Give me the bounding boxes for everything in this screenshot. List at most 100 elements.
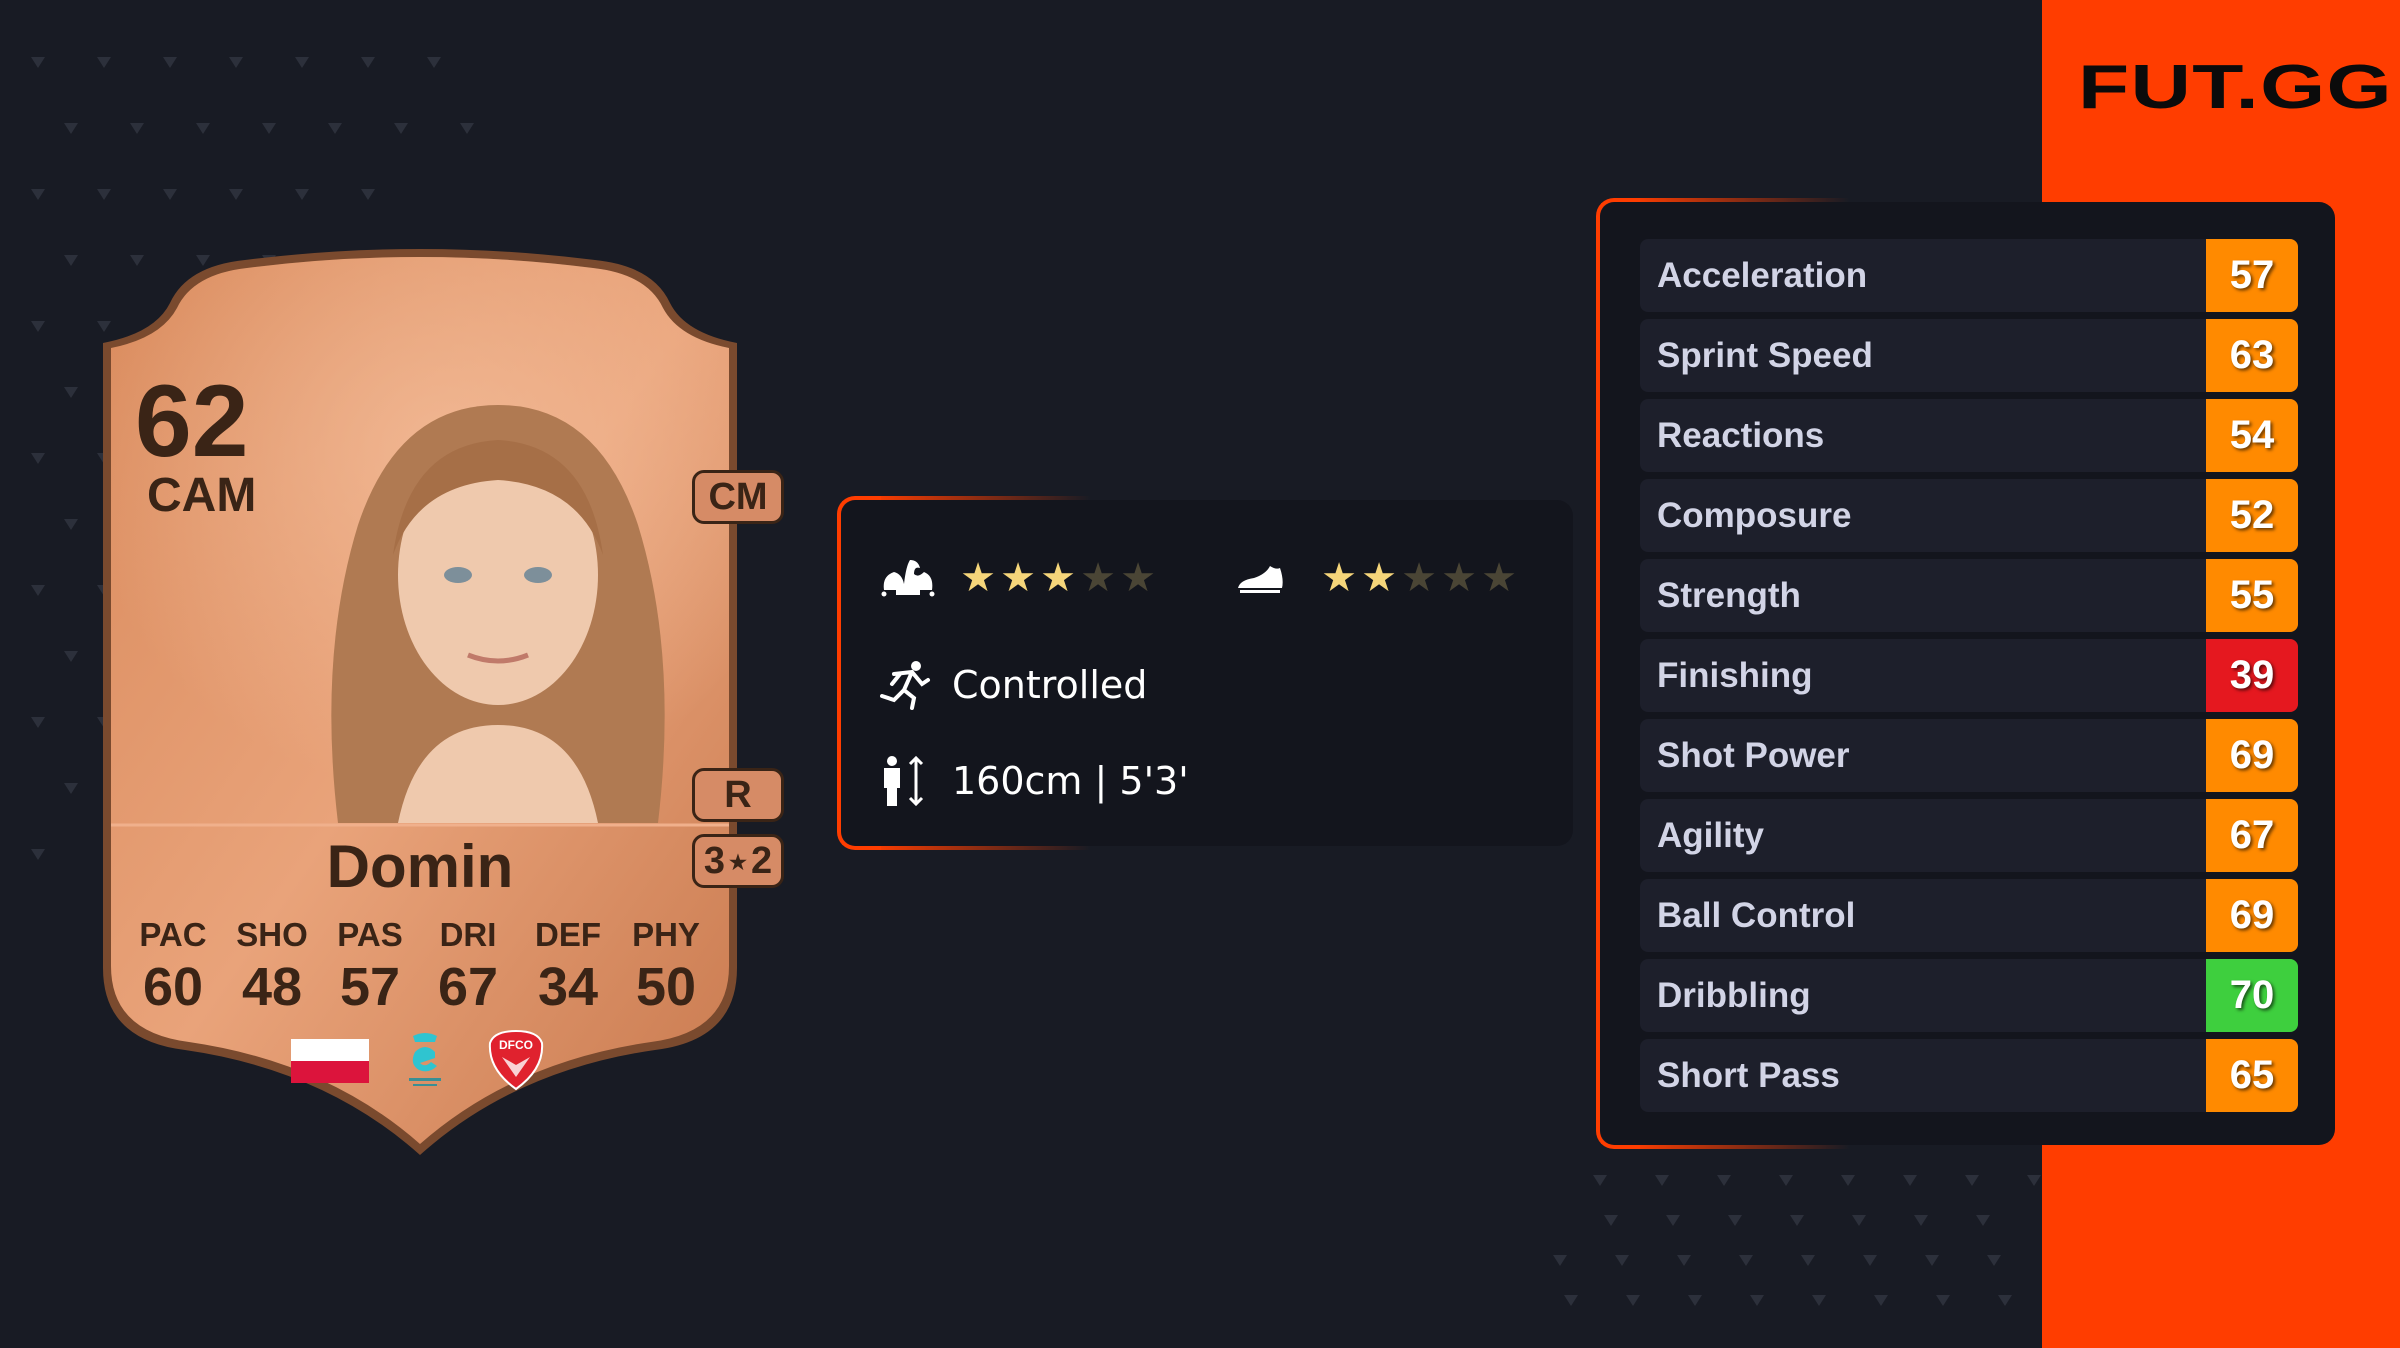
pattern-triangle bbox=[1987, 1255, 2001, 1266]
attribute-def: DEF 34 bbox=[518, 916, 618, 1018]
weak-foot-star-empty-icon: ★ bbox=[1481, 555, 1517, 601]
pattern-triangle bbox=[1976, 1215, 1990, 1226]
attribute-label: SHO bbox=[236, 916, 308, 953]
pattern-triangle bbox=[1965, 1175, 1979, 1186]
stat-row-finishing: Finishing 39 bbox=[1640, 639, 2298, 712]
attribute-label: PAS bbox=[337, 916, 403, 953]
attribute-sho: SHO 48 bbox=[222, 916, 322, 1018]
pattern-triangle bbox=[1626, 1295, 1640, 1306]
pattern-triangle bbox=[31, 453, 45, 464]
pattern-triangle bbox=[64, 651, 78, 662]
pattern-triangle bbox=[196, 255, 210, 266]
pattern-triangle bbox=[97, 321, 111, 332]
attribute-label: DEF bbox=[535, 916, 601, 953]
stat-value: 57 bbox=[2206, 239, 2298, 312]
stat-row-agility: Agility 67 bbox=[1640, 799, 2298, 872]
stat-value: 65 bbox=[2206, 1039, 2298, 1112]
stat-value: 54 bbox=[2206, 399, 2298, 472]
accelerate-type: Controlled bbox=[952, 663, 1148, 707]
weak-foot-star-filled-icon: ★ bbox=[1321, 555, 1357, 601]
pattern-triangle bbox=[1615, 1255, 1629, 1266]
stat-row-dribbling: Dribbling 70 bbox=[1640, 959, 2298, 1032]
stat-value: 39 bbox=[2206, 639, 2298, 712]
pattern-triangle bbox=[1655, 1175, 1669, 1186]
club-crest-icon[interactable]: DFCO bbox=[488, 1029, 544, 1091]
stat-label: Finishing bbox=[1657, 656, 1813, 695]
pattern-triangle bbox=[1874, 1295, 1888, 1306]
attribute-phy: PHY 50 bbox=[616, 916, 716, 1018]
svg-text:DFCO: DFCO bbox=[499, 1038, 533, 1052]
attribute-value: 34 bbox=[537, 957, 599, 1017]
card-position: CAM bbox=[147, 469, 257, 522]
pattern-triangle bbox=[262, 123, 276, 134]
pattern-triangle bbox=[64, 123, 78, 134]
pattern-triangle bbox=[64, 255, 78, 266]
stat-value: 67 bbox=[2206, 799, 2298, 872]
stat-row-short-pass: Short Pass 65 bbox=[1640, 1039, 2298, 1112]
attribute-label: PAC bbox=[139, 916, 207, 953]
pattern-triangle bbox=[1903, 1175, 1917, 1186]
pattern-triangle bbox=[229, 189, 243, 200]
weak-foot-star-filled-icon: ★ bbox=[1361, 555, 1397, 601]
stat-label: Reactions bbox=[1657, 416, 1825, 455]
weak-foot-row: ★ ★ ★ ★ ★ bbox=[1236, 558, 1519, 598]
attribute-value: 67 bbox=[437, 957, 499, 1017]
pattern-triangle bbox=[1790, 1215, 1804, 1226]
pattern-triangle bbox=[295, 57, 309, 68]
pattern-triangle bbox=[1728, 1215, 1742, 1226]
pattern-triangle bbox=[1677, 1255, 1691, 1266]
fut-gg-logo[interactable]: FUT.GG bbox=[2078, 53, 2393, 122]
pattern-triangle bbox=[460, 123, 474, 134]
pattern-triangle bbox=[1604, 1215, 1618, 1226]
skill-moves-row: ★ ★ ★ ★ ★ bbox=[880, 558, 1158, 598]
attribute-label: PHY bbox=[632, 916, 700, 953]
skill-moves-value: 3 bbox=[703, 840, 726, 882]
pattern-triangle bbox=[328, 123, 342, 134]
accelerate-row: Controlled bbox=[880, 660, 1147, 710]
stat-label: Ball Control bbox=[1657, 896, 1856, 935]
pattern-triangle bbox=[394, 123, 408, 134]
poland-flag-icon[interactable] bbox=[291, 1039, 369, 1083]
skill-weak-foot-badge: 3 ★ 2 bbox=[692, 834, 784, 888]
stat-value: 69 bbox=[2206, 879, 2298, 952]
skill-moves-star-empty-icon: ★ bbox=[1080, 555, 1116, 601]
stat-row-strength: Strength 55 bbox=[1640, 559, 2298, 632]
stat-value: 69 bbox=[2206, 719, 2298, 792]
pattern-triangle bbox=[31, 57, 45, 68]
stat-label: Sprint Speed bbox=[1657, 336, 1873, 375]
stat-label: Acceleration bbox=[1657, 256, 1868, 295]
pattern-triangle bbox=[1717, 1175, 1731, 1186]
pattern-triangle bbox=[361, 189, 375, 200]
stat-row-sprint-speed: Sprint Speed 63 bbox=[1640, 319, 2298, 392]
attribute-label: DRI bbox=[439, 916, 497, 953]
star-icon: ★ bbox=[729, 851, 747, 874]
attribute-pas: PAS 57 bbox=[320, 916, 420, 1018]
pattern-triangle bbox=[295, 189, 309, 200]
player-card[interactable]: 62 CAM Domin PAC 60 SHO 48 PAS 57 DRI 67 DEF 34 PH… bbox=[95, 248, 745, 1155]
attribute-dri: DRI 67 bbox=[418, 916, 518, 1018]
overall-rating: 62 bbox=[135, 364, 249, 478]
pattern-triangle bbox=[1925, 1255, 1939, 1266]
pattern-triangle bbox=[1739, 1255, 1753, 1266]
pattern-triangle bbox=[64, 387, 78, 398]
stat-label: Shot Power bbox=[1657, 736, 1850, 775]
pattern-triangle bbox=[64, 519, 78, 530]
player-name: Domin bbox=[326, 833, 514, 900]
pattern-triangle bbox=[1852, 1215, 1866, 1226]
attribute-value: 48 bbox=[241, 957, 303, 1017]
weak-foot-value: 2 bbox=[750, 840, 773, 882]
stat-row-ball-control: Ball Control 69 bbox=[1640, 879, 2298, 952]
stat-value: 63 bbox=[2206, 319, 2298, 392]
pattern-triangle bbox=[163, 57, 177, 68]
pattern-triangle bbox=[163, 189, 177, 200]
height-row: 160cm | 5'3' bbox=[880, 756, 1189, 806]
pattern-triangle bbox=[31, 189, 45, 200]
attribute-pac: PAC 60 bbox=[123, 916, 223, 1018]
pattern-triangle bbox=[229, 57, 243, 68]
stat-label: Dribbling bbox=[1657, 976, 1811, 1015]
league-logo-icon[interactable] bbox=[405, 1030, 445, 1090]
pattern-triangle bbox=[1914, 1215, 1928, 1226]
pattern-triangle bbox=[64, 783, 78, 794]
weak-foot-star-empty-icon: ★ bbox=[1401, 555, 1437, 601]
pattern-triangle bbox=[1841, 1175, 1855, 1186]
